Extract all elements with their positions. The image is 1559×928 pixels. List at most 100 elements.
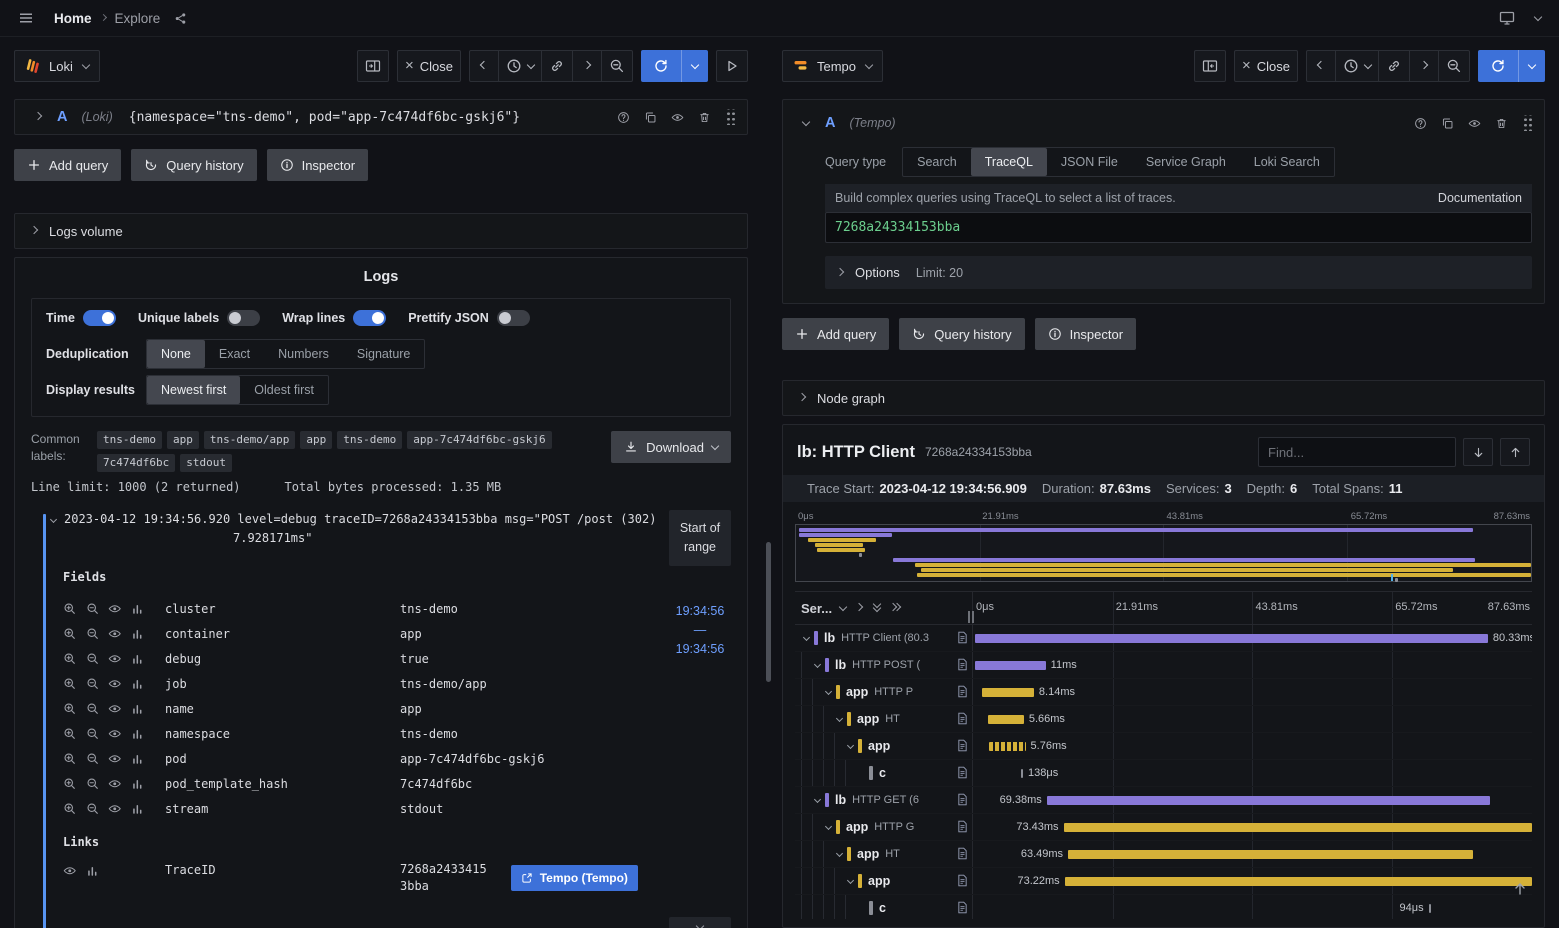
field-stats-icon[interactable]	[131, 677, 145, 691]
span-bar[interactable]	[1064, 877, 1532, 886]
field-stats-icon[interactable]	[131, 777, 145, 791]
drag-handle-icon[interactable]	[725, 109, 735, 125]
span-timeline-cell[interactable]: 5.66ms	[973, 706, 1532, 732]
span-name-cell[interactable]: lb HTTP POST (	[795, 652, 973, 678]
option-traceql[interactable]: TraceQL	[970, 148, 1047, 176]
time-picker-button[interactable]	[1335, 50, 1379, 82]
span-bar[interactable]	[1068, 850, 1473, 859]
toggle-field-visibility-icon[interactable]	[108, 677, 122, 691]
field-stats-icon[interactable]	[86, 864, 100, 878]
span-bar[interactable]	[987, 715, 1024, 724]
inspector-button[interactable]: Inspector	[266, 149, 369, 181]
zoom-out-time-button[interactable]	[1438, 50, 1470, 82]
span-row[interactable]: app HTTP G 73.43ms	[795, 814, 1532, 841]
time-picker-button[interactable]	[498, 50, 542, 82]
traceql-query-input[interactable]	[825, 212, 1532, 243]
span-logs-icon[interactable]	[956, 847, 969, 860]
span-expand-chevron[interactable]	[824, 687, 833, 695]
span-timeline-cell[interactable]: 138μs	[973, 760, 1532, 786]
span-name-cell[interactable]: app HT	[795, 841, 973, 867]
option-loki-search[interactable]: Loki Search	[1253, 155, 1320, 169]
toggle-query-visibility-icon[interactable]	[1468, 117, 1481, 130]
minimap-viewport[interactable]	[795, 524, 1532, 582]
query-help-icon[interactable]	[1414, 117, 1427, 130]
drag-handle-icon[interactable]	[1522, 115, 1532, 131]
next-result-button[interactable]	[1500, 438, 1530, 466]
topbar-collapse-button[interactable]	[1531, 11, 1545, 25]
documentation-link[interactable]: Documentation	[1437, 191, 1522, 205]
time-shift-back-button[interactable]	[469, 50, 499, 82]
move-split-button[interactable]	[1193, 50, 1226, 82]
span-row[interactable]: c 94μs	[795, 895, 1532, 919]
span-name-cell[interactable]: app	[795, 733, 973, 759]
query-collapse-chevron[interactable]	[801, 117, 811, 127]
option-exact[interactable]: Exact	[218, 347, 251, 361]
span-expand-chevron[interactable]	[835, 849, 844, 857]
split-resize-handle[interactable]	[766, 542, 771, 682]
filter-for-value-icon[interactable]	[63, 752, 77, 766]
filter-for-value-icon[interactable]	[63, 602, 77, 616]
filter-for-value-icon[interactable]	[63, 677, 77, 691]
option-json-file[interactable]: JSON File	[1060, 155, 1118, 169]
field-stats-icon[interactable]	[131, 652, 145, 666]
toggle-field-visibility-icon[interactable]	[108, 627, 122, 641]
span-timeline-cell[interactable]: 73.22ms	[973, 868, 1532, 894]
time-shift-forward-button[interactable]	[1409, 50, 1439, 82]
kiosk-mode-button[interactable]	[1495, 6, 1519, 30]
log-row[interactable]: 2023-04-12 19:34:56.920 level=debug trac…	[31, 510, 661, 548]
time-shift-back-button[interactable]	[1306, 50, 1336, 82]
query-history-button[interactable]: Query history	[899, 318, 1025, 350]
span-logs-icon[interactable]	[956, 901, 969, 914]
span-row[interactable]: lb HTTP POST ( 11ms	[795, 652, 1532, 679]
copy-query-icon[interactable]	[644, 111, 657, 124]
toggle-field-visibility-icon[interactable]	[108, 802, 122, 816]
filter-out-value-icon[interactable]	[86, 777, 100, 791]
span-bar[interactable]	[975, 634, 1488, 643]
filter-for-value-icon[interactable]	[63, 652, 77, 666]
move-split-button[interactable]	[356, 50, 389, 82]
field-stats-icon[interactable]	[131, 752, 145, 766]
right-datasource-picker[interactable]: Tempo	[782, 50, 884, 82]
run-query-button[interactable]	[1478, 50, 1518, 82]
log-collapse-chevron[interactable]	[49, 515, 58, 524]
option-service-graph[interactable]: Service Graph	[1145, 155, 1226, 169]
toggle-field-visibility-icon[interactable]	[108, 777, 122, 791]
close-split-button[interactable]: × Close	[396, 50, 461, 82]
close-split-button[interactable]: × Close	[1233, 50, 1298, 82]
span-timeline-cell[interactable]: 5.76ms	[973, 733, 1532, 759]
field-stats-icon[interactable]	[131, 702, 145, 716]
span-name-cell[interactable]: c	[795, 760, 973, 786]
older-button[interactable]: Older	[669, 917, 731, 928]
refresh-interval-button[interactable]	[1518, 50, 1545, 82]
span-timeline-cell[interactable]: 8.14ms	[973, 679, 1532, 705]
span-row[interactable]: c 138μs	[795, 760, 1532, 787]
span-logs-icon[interactable]	[956, 685, 969, 698]
filter-out-value-icon[interactable]	[86, 702, 100, 716]
span-timeline-cell[interactable]: 63.49ms	[973, 841, 1532, 867]
span-expand-chevron[interactable]	[846, 741, 855, 749]
span-bar[interactable]	[981, 688, 1034, 697]
toggle-query-visibility-icon[interactable]	[671, 111, 684, 124]
left-datasource-picker[interactable]: Loki	[14, 50, 100, 82]
span-expand-chevron[interactable]	[802, 633, 811, 641]
span-row[interactable]: lb HTTP GET (6 69.38ms	[795, 787, 1532, 814]
span-logs-icon[interactable]	[956, 739, 969, 752]
filter-for-value-icon[interactable]	[63, 777, 77, 791]
toggle-switch[interactable]	[82, 310, 116, 326]
filter-for-value-icon[interactable]	[63, 702, 77, 716]
span-bar[interactable]	[1046, 796, 1490, 805]
span-row[interactable]: lb HTTP Client (80.3 80.33ms	[795, 625, 1532, 652]
span-name-cell[interactable]: app HTTP G	[795, 814, 973, 840]
span-logs-icon[interactable]	[956, 631, 969, 644]
sync-times-button[interactable]	[541, 50, 573, 82]
filter-out-value-icon[interactable]	[86, 727, 100, 741]
node-graph-panel[interactable]: Node graph	[782, 380, 1545, 416]
option-signature[interactable]: Signature	[356, 347, 411, 361]
option-numbers[interactable]: Numbers	[278, 347, 329, 361]
span-expand-chevron[interactable]	[813, 660, 822, 668]
span-bar[interactable]	[975, 661, 1046, 670]
span-name-cell[interactable]: lb HTTP Client (80.3	[795, 625, 973, 651]
span-logs-icon[interactable]	[956, 712, 969, 725]
find-input[interactable]	[1258, 437, 1456, 467]
span-row[interactable]: app HT 63.49ms	[795, 841, 1532, 868]
